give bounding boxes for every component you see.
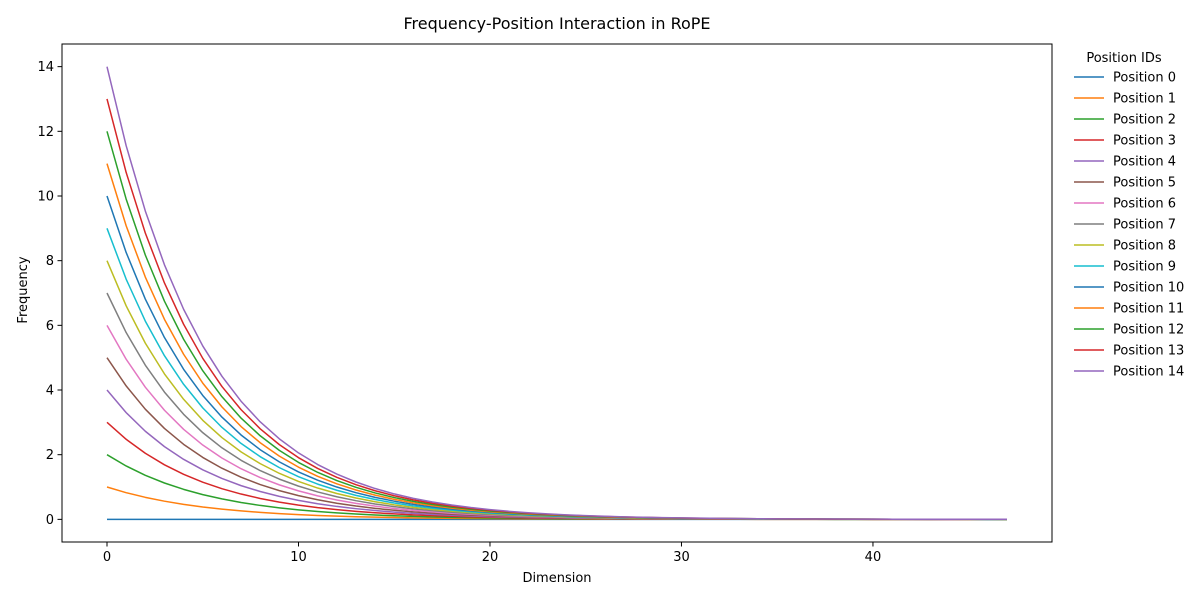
x-tick-label: 40: [865, 550, 882, 565]
y-axis-label: Frequency: [16, 256, 31, 323]
legend-label: Position 5: [1113, 176, 1176, 191]
legend-label: Position 0: [1113, 71, 1176, 86]
legend-label: Position 7: [1113, 218, 1176, 233]
y-tick-label: 4: [46, 384, 54, 399]
legend-item: Position 7: [1074, 218, 1176, 233]
series-lines: [106, 66, 1008, 521]
legend-label: Position 11: [1113, 302, 1184, 317]
x-axis-label: Dimension: [522, 571, 591, 586]
x-axis: 0 10 20 30 40: [103, 542, 881, 565]
legend-label: Position 4: [1113, 155, 1176, 170]
legend-label: Position 14: [1113, 365, 1184, 380]
y-tick-label: 12: [37, 125, 54, 140]
legend-label: Position 13: [1113, 344, 1184, 359]
x-tick-label: 0: [103, 550, 111, 565]
legend-label: Position 9: [1113, 260, 1176, 275]
y-tick-label: 14: [37, 60, 54, 75]
y-tick-label: 6: [46, 319, 54, 334]
legend-label: Position 6: [1113, 197, 1176, 212]
y-tick-label: 2: [46, 448, 54, 463]
x-tick-label: 10: [290, 550, 307, 565]
plot-frame: [61, 43, 1053, 543]
legend-label: Position 12: [1113, 323, 1184, 338]
legend-label: Position 3: [1113, 134, 1176, 149]
legend-item: Position 10: [1074, 281, 1184, 296]
legend-item: Position 8: [1074, 239, 1176, 254]
y-axis: 0 2 4 6 8 10 12 14: [37, 60, 62, 528]
legend-label: Position 10: [1113, 281, 1184, 296]
legend-item: Position 13: [1074, 344, 1184, 359]
legend-item: Position 1: [1074, 92, 1176, 107]
x-tick-label: 30: [673, 550, 690, 565]
legend-item: Position 2: [1074, 113, 1176, 128]
chart-title: Frequency-Position Interaction in RoPE: [403, 14, 710, 33]
legend-item: Position 6: [1074, 197, 1176, 212]
legend-item: Position 11: [1074, 302, 1184, 317]
y-tick-label: 0: [46, 513, 54, 528]
y-tick-label: 8: [46, 254, 54, 269]
legend-item: Position 14: [1074, 365, 1184, 380]
legend-item: Position 3: [1074, 134, 1176, 149]
legend-item: Position 5: [1074, 176, 1176, 191]
legend-item: Position 12: [1074, 323, 1184, 338]
x-tick-label: 20: [482, 550, 499, 565]
legend-item: Position 9: [1074, 260, 1176, 275]
series-line: [106, 66, 1008, 521]
legend-item: Position 4: [1074, 155, 1176, 170]
legend-label: Position 1: [1113, 92, 1176, 107]
legend: Position IDs Position 0 Position 1 Positio…: [1074, 51, 1184, 380]
y-tick-label: 10: [37, 189, 54, 204]
legend-label: Position 8: [1113, 239, 1176, 254]
legend-label: Position 2: [1113, 113, 1176, 128]
legend-title: Position IDs: [1086, 51, 1162, 66]
legend-item: Position 0: [1074, 71, 1176, 86]
